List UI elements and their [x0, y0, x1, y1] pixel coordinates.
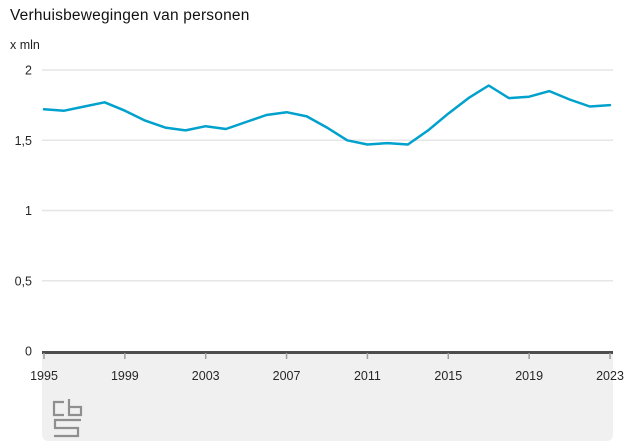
y-axis-unit-label: x mln — [10, 38, 40, 52]
cbs-logo-letter-s — [53, 418, 81, 438]
chart-title: Verhuisbewegingen van personen — [10, 7, 250, 24]
x-axis-tick-label: 2015 — [434, 369, 462, 383]
x-axis-tick-label: 2007 — [273, 369, 301, 383]
x-axis-tick-label: 1995 — [30, 369, 58, 383]
cbs-logo-letter-b — [67, 399, 83, 417]
cbs-logo-letters — [52, 399, 83, 438]
x-axis-tick-label: 2011 — [354, 369, 381, 383]
x-axis-tick-label: 2019 — [515, 369, 543, 383]
cbs-logo-letter-c — [52, 400, 64, 417]
x-axis-tick-label: 2023 — [596, 369, 624, 383]
data-line-series — [42, 84, 612, 146]
y-axis-tick-label: 0 — [25, 345, 32, 359]
y-axis-tick-label: 0,5 — [15, 274, 32, 288]
x-axis-tick-label: 2003 — [192, 369, 220, 383]
y-axis-tick-label: 1 — [25, 204, 32, 218]
x-axis-band — [42, 352, 613, 441]
y-axis-tick-label: 1,5 — [15, 134, 32, 148]
y-axis-tick-label: 2 — [25, 64, 32, 78]
x-axis-tick-label: 1999 — [111, 369, 139, 383]
cbs-logo — [52, 399, 83, 438]
